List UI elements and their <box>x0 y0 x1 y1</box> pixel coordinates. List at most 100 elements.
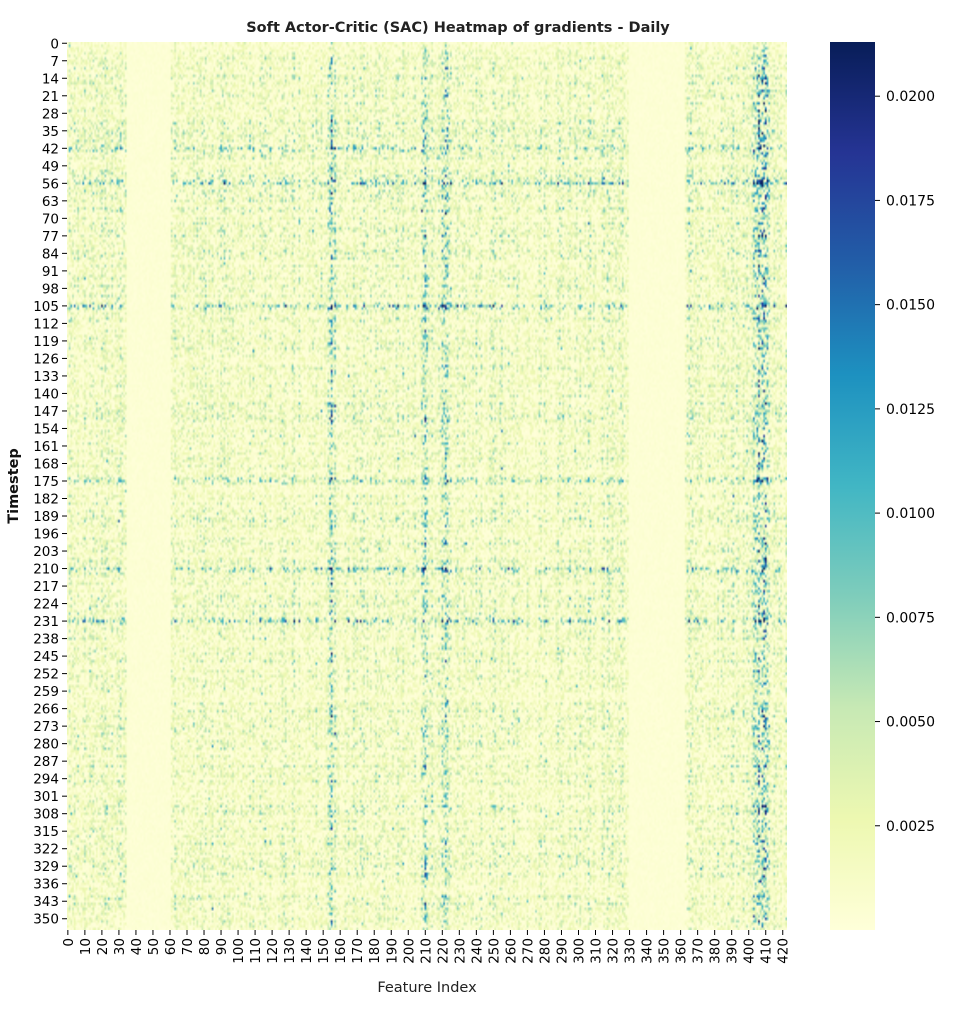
y-tick-label: 77 <box>42 229 59 245</box>
y-tick-label: 315 <box>33 824 59 840</box>
y-tick-label: 42 <box>42 141 59 157</box>
colorbar-tick-label: 0.0025 <box>886 819 935 835</box>
y-tick-label: 182 <box>33 492 59 508</box>
y-tick-label: 273 <box>33 719 59 735</box>
x-tick-label: 40 <box>129 938 145 955</box>
x-tick-label: 190 <box>384 938 400 964</box>
y-tick-label: 280 <box>33 737 59 753</box>
x-tick-label: 150 <box>316 938 332 964</box>
y-tick-label: 266 <box>33 702 59 718</box>
x-tick-label: 20 <box>95 938 111 955</box>
x-tick-label: 210 <box>418 938 434 964</box>
y-tick-label: 161 <box>33 439 59 455</box>
y-tick-label: 91 <box>42 264 59 280</box>
y-tick-label: 168 <box>33 456 59 472</box>
colorbar-tick-label: 0.0125 <box>886 402 935 418</box>
y-tick-label: 35 <box>42 124 59 140</box>
y-tick-label: 217 <box>33 579 59 595</box>
x-tick-label: 400 <box>742 938 758 964</box>
x-tick-label: 220 <box>435 938 451 964</box>
x-tick-label: 320 <box>606 938 622 964</box>
x-tick-label: 350 <box>657 938 673 964</box>
y-tick-label: 28 <box>42 106 59 122</box>
x-tick-label: 140 <box>299 938 315 964</box>
y-tick-label: 126 <box>33 351 59 367</box>
colorbar-tick-label: 0.0050 <box>886 715 935 731</box>
x-tick-label: 360 <box>674 938 690 964</box>
x-tick-label: 270 <box>520 938 536 964</box>
y-tick-label: 329 <box>33 859 59 875</box>
x-tick-label: 120 <box>265 938 281 964</box>
y-tick-label: 259 <box>33 684 59 700</box>
x-tick-label: 90 <box>214 938 230 955</box>
y-tick-label: 210 <box>33 562 59 578</box>
y-tick-label: 147 <box>33 404 59 420</box>
y-tick-label: 70 <box>42 211 59 227</box>
y-tick-label: 119 <box>33 334 59 350</box>
y-tick-label: 154 <box>33 421 59 437</box>
y-tick-label: 231 <box>33 614 59 630</box>
x-tick-label: 390 <box>725 938 741 964</box>
x-tick-label: 70 <box>180 938 196 955</box>
y-tick-label: 140 <box>33 386 59 402</box>
x-tick-label: 370 <box>691 938 707 964</box>
y-tick-label: 287 <box>33 754 59 770</box>
x-tick-label: 410 <box>759 938 775 964</box>
y-tick-label: 7 <box>50 54 59 70</box>
x-tick-label: 250 <box>486 938 502 964</box>
y-tick-label: 21 <box>42 89 59 105</box>
y-tick-label: 245 <box>33 649 59 665</box>
x-tick-label: 100 <box>231 938 247 964</box>
x-tick-label: 280 <box>537 938 553 964</box>
x-tick-label: 80 <box>197 938 213 955</box>
x-tick-label: 230 <box>452 938 468 964</box>
colorbar-tick-label: 0.0200 <box>886 89 935 105</box>
x-tick-label: 110 <box>248 938 264 964</box>
y-tick-label: 301 <box>33 789 59 805</box>
x-tick-label: 180 <box>367 938 383 964</box>
x-tick-label: 300 <box>571 938 587 964</box>
y-tick-label: 350 <box>33 912 59 928</box>
chart-title: Soft Actor-Critic (SAC) Heatmap of gradi… <box>246 20 670 36</box>
x-tick-label: 290 <box>554 938 570 964</box>
x-tick-label: 380 <box>708 938 724 964</box>
colorbar-tick-label: 0.0175 <box>886 193 935 209</box>
x-tick-label: 30 <box>112 938 128 955</box>
x-tick-label: 170 <box>350 938 366 964</box>
x-tick-label: 130 <box>282 938 298 964</box>
y-tick-label: 14 <box>42 71 59 87</box>
y-tick-label: 203 <box>33 544 59 560</box>
y-tick-label: 189 <box>33 509 59 525</box>
x-tick-label: 60 <box>163 938 179 955</box>
x-tick-label: 200 <box>401 938 417 964</box>
x-tick-label: 330 <box>623 938 639 964</box>
colorbar-tick-label: 0.0100 <box>886 506 935 522</box>
y-tick-label: 252 <box>33 667 59 683</box>
y-tick-label: 224 <box>33 597 59 613</box>
y-tick-label: 105 <box>33 299 59 315</box>
y-tick-label: 133 <box>33 369 59 385</box>
x-tick-label: 310 <box>589 938 605 964</box>
x-tick-label: 240 <box>469 938 485 964</box>
y-tick-label: 98 <box>42 281 59 297</box>
y-tick-label: 63 <box>42 194 59 210</box>
x-axis-title: Feature Index <box>377 980 477 996</box>
y-tick-label: 294 <box>33 772 59 788</box>
y-tick-label: 336 <box>33 877 59 893</box>
x-tick-label: 420 <box>776 938 792 964</box>
y-tick-label: 56 <box>42 176 59 192</box>
colorbar-ticks: 0.0025 0.0050 0.0075 0.0100 0.0125 0.0150 0.01… <box>875 89 935 835</box>
y-tick-label: 343 <box>33 894 59 910</box>
x-axis-ticks: 0 10 20 30 40 50 60 70 80 90 100 110 120 130 140 150 160… <box>61 930 792 964</box>
y-tick-label: 322 <box>33 842 59 858</box>
x-tick-label: 160 <box>333 938 349 964</box>
y-tick-label: 49 <box>42 159 59 175</box>
colorbar-tick-label: 0.0150 <box>886 298 935 314</box>
colorbar <box>830 42 875 930</box>
x-tick-label: 10 <box>78 938 94 955</box>
y-tick-label: 84 <box>42 246 59 262</box>
heatmap-cells <box>67 42 787 930</box>
y-tick-label: 0 <box>50 36 59 52</box>
colorbar-tick-label: 0.0075 <box>886 610 935 626</box>
